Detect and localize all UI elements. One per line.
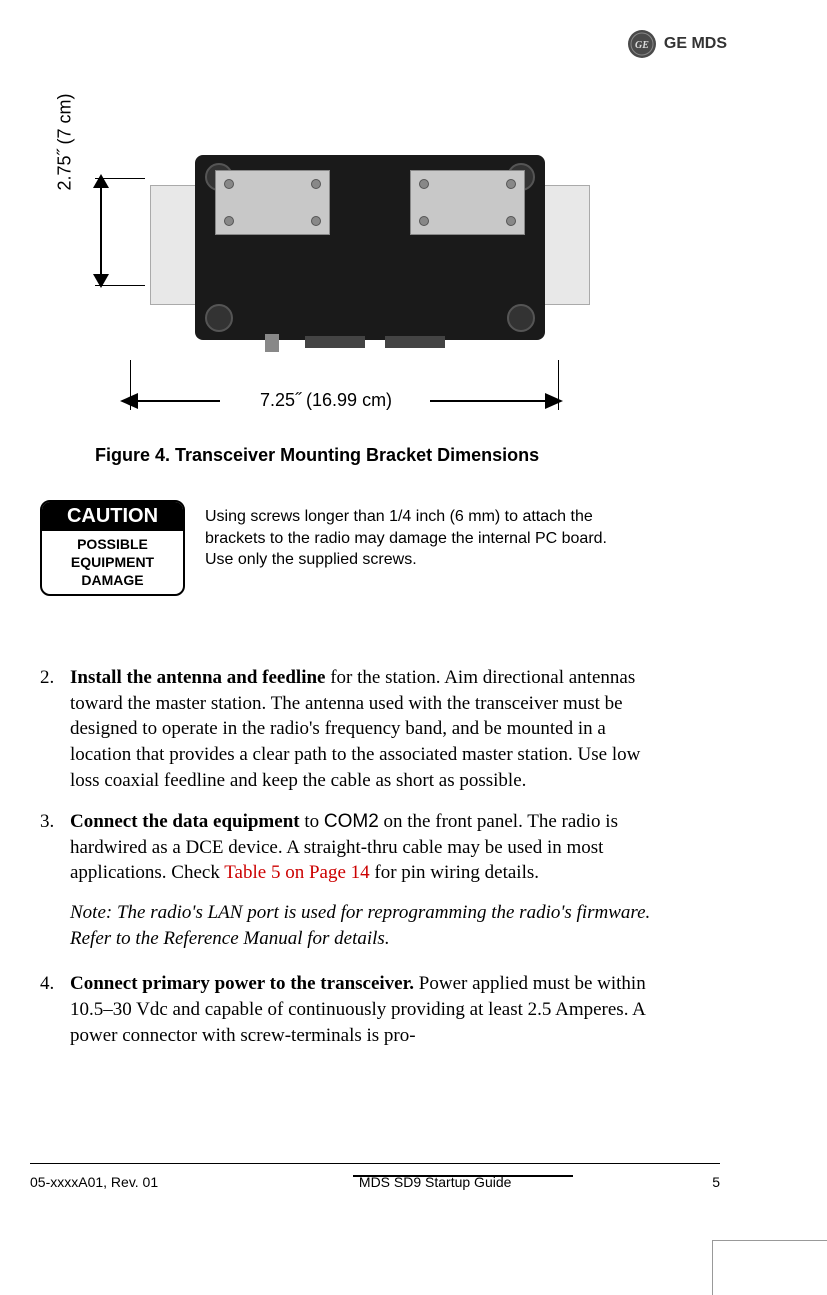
instruction-note: Note: The radio's LAN port is used for r… [70, 900, 660, 951]
caution-badge: CAUTION POSSIBLE EQUIPMENT DAMAGE [40, 500, 185, 596]
item-body: Install the antenna and feedline for the… [70, 665, 660, 793]
caution-text: Using screws longer than 1/4 inch (6 mm)… [205, 500, 635, 571]
brand-text: GE MDS [664, 35, 727, 53]
corner-crop-mark [712, 1240, 827, 1295]
footer-title: MDS SD9 Startup Guide [359, 1174, 512, 1190]
dimension-line [100, 180, 102, 280]
instruction-bold: Install the antenna and feedline [70, 667, 325, 688]
instruction-item-4: 4. Connect primary power to the transcei… [40, 971, 660, 1048]
footer-page-number: 5 [712, 1174, 720, 1190]
caution-block: CAUTION POSSIBLE EQUIPMENT DAMAGE Using … [40, 500, 635, 596]
instruction-item-2: 2. Install the antenna and feedline for … [40, 665, 660, 793]
instruction-bold: Connect primary power to the transceiver… [70, 973, 414, 994]
instruction-text: for pin wiring details. [370, 862, 539, 883]
transceiver-figure [150, 145, 590, 365]
instructions-list: 2. Install the antenna and feedline for … [40, 665, 660, 1064]
item-number: 4. [40, 971, 70, 1048]
item-number: 3. [40, 809, 70, 955]
item-body: Connect primary power to the transceiver… [70, 971, 660, 1048]
dimension-arrow-icon [545, 393, 563, 409]
caution-title: CAUTION [42, 502, 183, 531]
instruction-text: to [300, 811, 324, 832]
caution-sub-line: POSSIBLE [44, 535, 181, 553]
dimension-line [430, 400, 550, 402]
caution-subtitle: POSSIBLE EQUIPMENT DAMAGE [42, 531, 183, 594]
svg-text:GE: GE [635, 40, 649, 51]
ge-logo-icon: GE [628, 30, 656, 58]
mounting-plate [410, 170, 525, 235]
dimension-horizontal-label: 7.25˝ (16.99 cm) [260, 390, 392, 411]
mounting-plate [215, 170, 330, 235]
page-footer: 05-xxxxA01, Rev. 01 MDS SD9 Startup Guid… [30, 1163, 720, 1190]
dimension-arrow-icon [93, 274, 109, 288]
page-header: GE GE MDS [628, 30, 727, 58]
dimension-line [135, 400, 220, 402]
caution-sub-line: DAMAGE [44, 571, 181, 589]
item-body: Connect the data equipment to COM2 on th… [70, 809, 660, 955]
com-port-label: COM2 [324, 811, 379, 832]
dimension-vertical-label: 2.75˝ (7 cm) [55, 93, 76, 190]
footer-doc-id: 05-xxxxA01, Rev. 01 [30, 1174, 158, 1190]
caution-sub-line: EQUIPMENT [44, 553, 181, 571]
instruction-item-3: 3. Connect the data equipment to COM2 on… [40, 809, 660, 955]
instruction-bold: Connect the data equipment [70, 811, 300, 832]
figure-caption: Figure 4. Transceiver Mounting Bracket D… [95, 445, 665, 466]
table-reference-link[interactable]: Table 5 on Page 14 [224, 862, 369, 883]
item-number: 2. [40, 665, 70, 793]
